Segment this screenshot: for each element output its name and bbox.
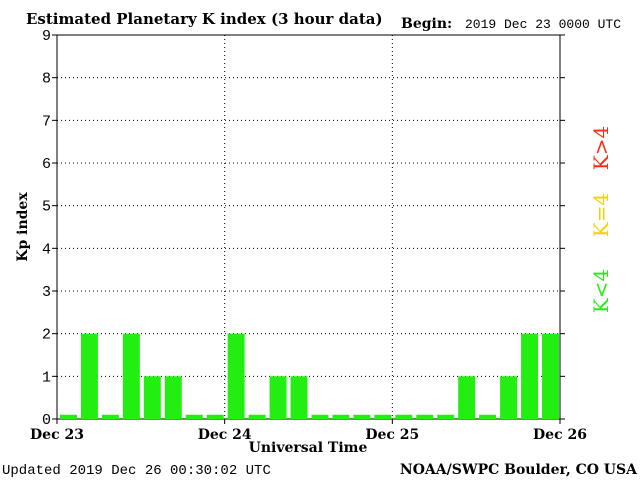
kp-bar — [269, 376, 287, 419]
source-credit: NOAA/SWPC Boulder, CO USA — [400, 462, 638, 478]
legend-k-below-4: K<4 — [589, 269, 613, 313]
legend-k-above-4: K>4 — [589, 126, 613, 170]
kp-bar — [248, 414, 266, 419]
x-axis-ticks: Dec 23 Dec 24 Dec 25 Dec 26 — [30, 419, 587, 443]
y-tick-label: 7 — [42, 113, 51, 130]
x-tick-label: Dec 23 — [30, 427, 84, 443]
y-axis-ticks: 0 1 2 3 4 5 6 7 8 9 — [42, 28, 565, 429]
grid-layer — [57, 34, 560, 419]
kp-bar — [500, 376, 518, 419]
kp-bar — [437, 414, 455, 419]
plot-area — [56, 34, 561, 420]
y-tick-label: 1 — [42, 369, 51, 386]
y-tick-label: 3 — [42, 284, 51, 301]
y-tick-label: 9 — [42, 28, 51, 45]
kp-bar — [206, 414, 224, 419]
legend-k-equal-4: K=4 — [589, 193, 613, 237]
chart-title: Estimated Planetary K index (3 hour data… — [26, 10, 383, 28]
kp-bar — [164, 376, 182, 419]
kp-bar — [60, 414, 77, 419]
kp-bar — [395, 414, 413, 419]
kp-bar — [353, 414, 371, 419]
kp-bar — [290, 376, 308, 419]
y-tick-label: 2 — [42, 327, 51, 344]
kp-bar — [80, 333, 98, 419]
begin-value: 2019 Dec 23 0000 UTC — [465, 17, 621, 32]
x-tick-label: Dec 25 — [365, 427, 419, 443]
kp-bar — [143, 376, 161, 419]
y-tick-label: 0 — [42, 412, 51, 429]
x-tick-label: Dec 26 — [533, 427, 587, 443]
y-tick-label: 4 — [42, 241, 51, 258]
kp-bar — [374, 414, 392, 419]
kp-bar — [332, 414, 350, 419]
y-tick-label: 6 — [42, 156, 51, 173]
kp-bar — [416, 414, 434, 419]
kp-bar — [185, 414, 203, 419]
x-tick-label: Dec 24 — [198, 427, 252, 443]
kp-bar — [521, 333, 539, 419]
updated-timestamp: Updated 2019 Dec 26 00:30:02 UTC — [2, 463, 271, 479]
begin-label: Begin: — [401, 16, 452, 32]
kp-bar — [122, 333, 140, 419]
kp-bar — [479, 414, 497, 419]
kp-bar — [542, 333, 559, 419]
y-axis-label: Kp index — [15, 192, 31, 262]
kp-bar — [458, 376, 476, 419]
y-tick-label: 5 — [42, 199, 51, 216]
y-tick-label: 8 — [42, 71, 51, 88]
kp-bar — [101, 414, 119, 419]
x-axis-label: Universal Time — [249, 440, 368, 456]
kp-bar — [227, 333, 245, 419]
kp-bar — [311, 414, 329, 419]
bar-layer — [60, 333, 559, 419]
